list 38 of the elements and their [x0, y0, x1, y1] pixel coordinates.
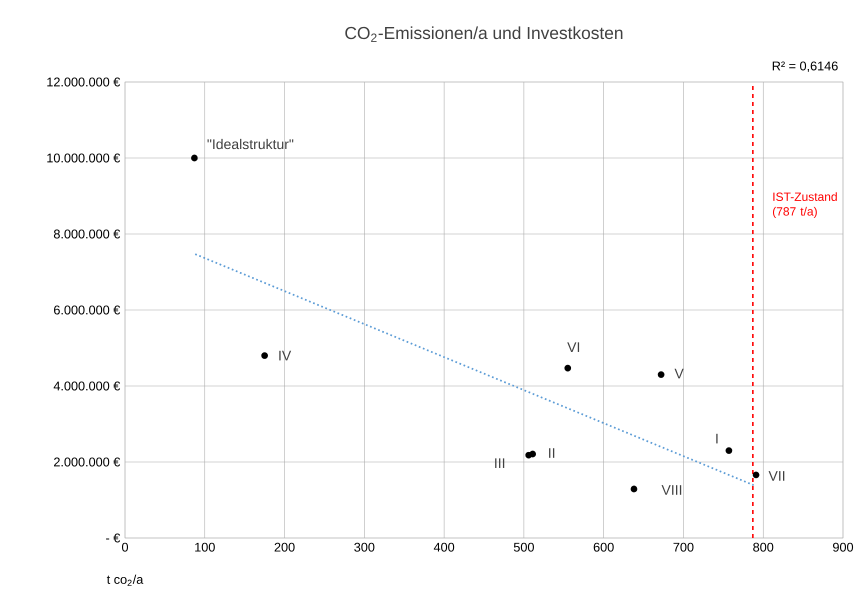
annotation: V — [674, 368, 684, 378]
annotation: II — [549, 448, 554, 458]
x-axis-title: t co$_{2}$/a — [106, 574, 144, 586]
annotation: VII — [768, 471, 784, 481]
y-tick-label: - € — [106, 534, 120, 542]
point — [752, 472, 760, 478]
point — [630, 486, 638, 492]
x-tick-label: 600 — [594, 542, 614, 552]
x-tick-label: 0 — [122, 542, 128, 552]
point — [658, 371, 664, 378]
x-tick-label: 400 — [434, 542, 454, 552]
chart-title: CO$_{2}$-Emissionen/a und Investkosten — [345, 26, 622, 42]
x-tick-label: 900 — [833, 542, 854, 552]
y-tick-label: 8.000.000 € — [54, 230, 120, 238]
x-tick-label: 800 — [753, 542, 774, 552]
y-tick-label: 2.000.000 € — [54, 458, 120, 466]
point — [564, 364, 572, 372]
annotation: VI — [567, 342, 580, 352]
point — [261, 352, 268, 359]
x-tick-label: 700 — [674, 542, 694, 552]
x-tick-label: 300 — [354, 542, 374, 552]
annotation: VIII — [662, 485, 682, 495]
annotation: III — [495, 458, 504, 468]
y-tick-label: 12.000.000 € — [47, 78, 120, 86]
text: R² = 0,6146 — [772, 61, 838, 72]
point — [525, 452, 532, 458]
y-tick-label: 4.000.000 € — [54, 382, 120, 390]
annotation: "Idealstruktur" — [208, 138, 294, 150]
y-tick-label: 10.000.000 € — [47, 154, 120, 162]
x-tick-label: 100 — [195, 542, 215, 552]
point — [726, 447, 732, 454]
ref-line-label: IST-Zustand (787 t/a) — [772, 192, 837, 218]
x-tick-label: 200 — [274, 542, 295, 552]
annotation: I — [716, 434, 718, 444]
annotation: IV — [279, 350, 292, 360]
point — [191, 154, 198, 162]
y-tick-label: 6.000.000 € — [54, 306, 120, 314]
x-tick-label: 500 — [514, 542, 534, 552]
